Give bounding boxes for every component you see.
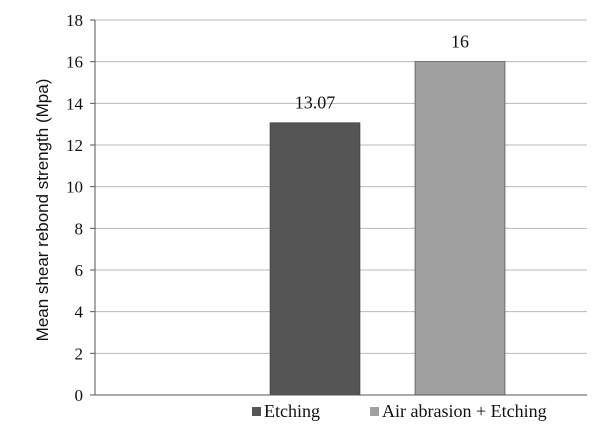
y-tick-label: 18 bbox=[66, 11, 83, 30]
legend-swatch-2 bbox=[370, 407, 379, 416]
legend-swatch-1 bbox=[252, 407, 261, 416]
bar-2 bbox=[414, 61, 506, 396]
data-labels: 13.07 16 bbox=[295, 32, 469, 113]
y-axis-label: Mean shear rebond strength (Mpa) bbox=[33, 79, 52, 342]
legend-label-1: Etching bbox=[264, 401, 320, 421]
y-tick-label: 14 bbox=[66, 94, 84, 113]
y-tick-label: 12 bbox=[66, 136, 83, 155]
y-axis-ticks: 0 2 4 6 8 10 12 14 16 18 bbox=[66, 11, 84, 405]
legend: Etching Air abrasion + Etching bbox=[252, 401, 547, 421]
data-label-2: 16 bbox=[451, 32, 469, 52]
y-tick-label: 2 bbox=[75, 344, 84, 363]
bars bbox=[269, 61, 506, 396]
y-tick-label: 6 bbox=[75, 261, 84, 280]
data-label-1: 13.07 bbox=[295, 93, 336, 113]
y-tick-label: 8 bbox=[75, 219, 84, 238]
y-tick-label: 4 bbox=[75, 303, 84, 322]
bar-1 bbox=[269, 122, 361, 396]
y-tick-label: 10 bbox=[66, 178, 83, 197]
y-tick-label: 16 bbox=[66, 53, 83, 72]
y-tick-label: 0 bbox=[75, 386, 84, 405]
axes bbox=[90, 19, 587, 396]
legend-label-2: Air abrasion + Etching bbox=[382, 401, 547, 421]
